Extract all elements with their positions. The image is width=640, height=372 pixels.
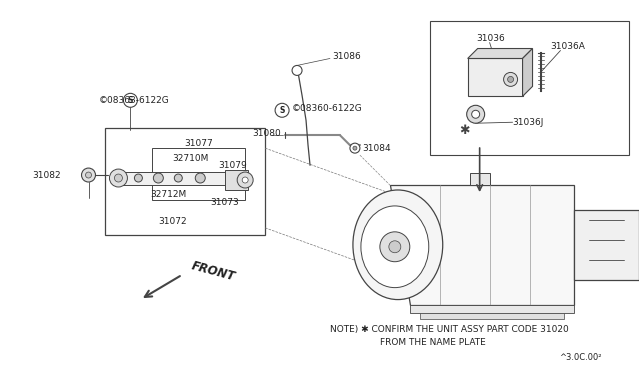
Circle shape (86, 172, 92, 178)
Circle shape (81, 168, 95, 182)
Text: NOTE) ✱ CONFIRM THE UNIT ASSY PART CODE 31020: NOTE) ✱ CONFIRM THE UNIT ASSY PART CODE … (330, 325, 569, 334)
Circle shape (242, 177, 248, 183)
Text: 31079: 31079 (218, 161, 247, 170)
Circle shape (109, 169, 127, 187)
Bar (575, 210, 639, 280)
Circle shape (154, 173, 163, 183)
Circle shape (504, 73, 518, 86)
Text: 31073: 31073 (210, 198, 239, 208)
Bar (410, 305, 575, 312)
Circle shape (292, 65, 302, 76)
Polygon shape (390, 185, 575, 305)
Text: ©08363-6122G: ©08363-6122G (99, 96, 169, 105)
Bar (118, 172, 245, 185)
Circle shape (115, 174, 122, 182)
Circle shape (124, 93, 138, 107)
Circle shape (380, 232, 410, 262)
Text: 31036A: 31036A (550, 42, 586, 51)
Text: FRONT: FRONT (190, 260, 237, 284)
Bar (470, 173, 490, 185)
Text: ^3.0C.00²: ^3.0C.00² (559, 353, 602, 362)
Bar (430, 20, 629, 155)
Polygon shape (468, 48, 532, 58)
Circle shape (350, 143, 360, 153)
Text: 32710M: 32710M (172, 154, 209, 163)
Ellipse shape (353, 190, 443, 299)
Text: 32712M: 32712M (150, 190, 187, 199)
Bar (106, 128, 265, 235)
Circle shape (389, 241, 401, 253)
Circle shape (472, 110, 479, 118)
Text: S: S (280, 106, 285, 115)
Text: 31036J: 31036J (513, 118, 544, 127)
Text: 31082: 31082 (33, 170, 61, 180)
Circle shape (174, 174, 182, 182)
Circle shape (508, 76, 513, 82)
Circle shape (467, 105, 484, 123)
Circle shape (237, 172, 253, 188)
Circle shape (275, 103, 289, 117)
Ellipse shape (361, 206, 429, 288)
Text: 31036: 31036 (477, 34, 506, 43)
Bar (225, 170, 248, 190)
Text: S: S (128, 96, 133, 105)
Text: 31072: 31072 (158, 217, 187, 227)
Circle shape (353, 146, 357, 150)
Bar (152, 148, 245, 200)
Text: 31086: 31086 (332, 52, 361, 61)
Text: 31080: 31080 (252, 129, 281, 138)
Bar (468, 58, 522, 96)
Text: ©08360-6122G: ©08360-6122G (292, 104, 363, 113)
Text: 31084: 31084 (362, 144, 390, 153)
Text: FROM THE NAME PLATE: FROM THE NAME PLATE (380, 338, 486, 347)
Circle shape (134, 174, 142, 182)
Bar (420, 312, 564, 318)
Polygon shape (522, 48, 532, 96)
Text: ✱: ✱ (460, 124, 470, 137)
Circle shape (195, 173, 205, 183)
Text: 31077: 31077 (184, 139, 213, 148)
